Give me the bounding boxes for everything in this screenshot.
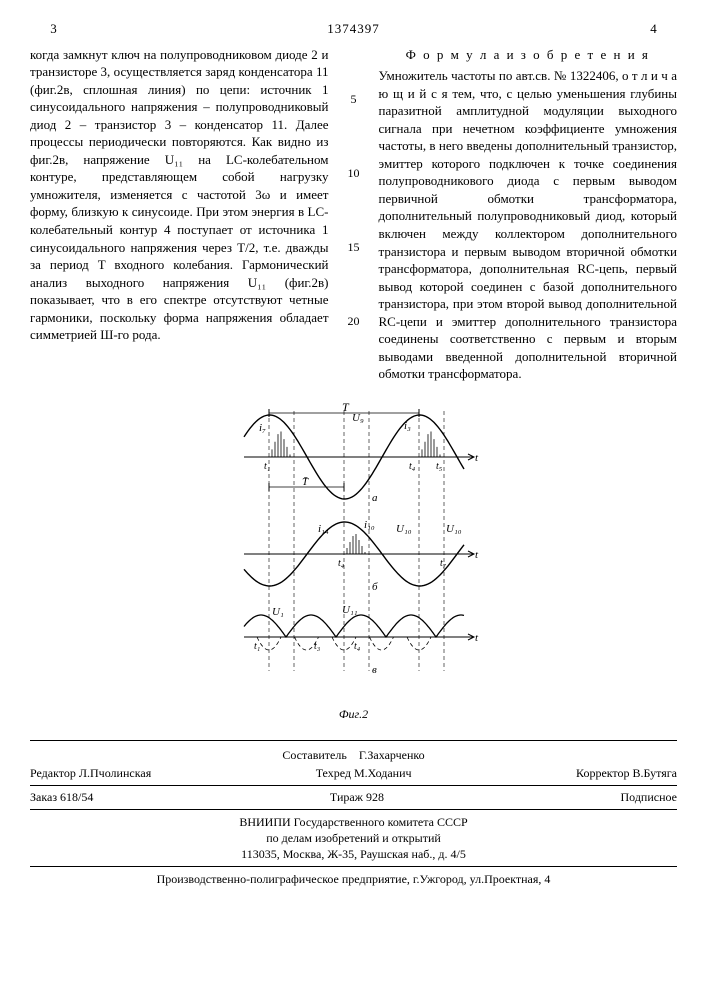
figure-caption: Фиг.2 <box>30 706 677 722</box>
svg-text:t₁: t₁ <box>264 461 270 472</box>
formula-title: Ф о р м у л а и з о б р е т е н и я <box>379 46 678 64</box>
svg-text:U₁₀: U₁₀ <box>446 523 462 535</box>
text-columns: когда замкнут ключ на полупроводниковом … <box>30 46 677 388</box>
svg-text:t₄: t₄ <box>338 558 345 569</box>
svg-text:U₉: U₉ <box>352 412 364 424</box>
svg-text:а: а <box>372 492 378 504</box>
order-number: Заказ 618/54 <box>30 789 93 805</box>
editor-name: Л.Пчолинская <box>79 766 151 780</box>
svg-text:t: t <box>475 632 479 644</box>
svg-text:i₇: i₇ <box>259 422 266 434</box>
org-line-1: ВНИИПИ Государственного комитета СССР <box>30 814 677 830</box>
svg-text:t₄: t₄ <box>409 461 416 472</box>
corrector-label: Корректор <box>576 766 630 780</box>
line-number: 20 <box>347 313 361 329</box>
svg-text:T̄: T̄ <box>302 476 309 488</box>
page-number-left: 3 <box>50 20 70 38</box>
figure-2: T T̄ i₇ U₉ i₃ t t₁ t₄ t₅ а i₁₄ i₁₀ U₁₀ U₁₀ t t₄ t₇ б U₁ U₁₁… <box>30 399 677 722</box>
line-number: 5 <box>347 91 361 107</box>
patent-number: 1374397 <box>74 20 634 38</box>
subscription: Подписное <box>621 789 678 805</box>
page-header: 3 1374397 4 <box>30 20 677 38</box>
svg-text:U₁₀: U₁₀ <box>396 523 412 535</box>
printer-line: Производственно-полиграфическое предприя… <box>30 871 677 887</box>
org-address: 113035, Москва, Ж-35, Раушская наб., д. … <box>30 846 677 862</box>
tirazh: Тираж 928 <box>330 789 384 805</box>
svg-text:t₅: t₅ <box>436 461 443 472</box>
svg-text:i₃: i₃ <box>404 420 411 432</box>
right-column-body: Умножитель частоты по авт.св. № 1322406,… <box>379 67 678 383</box>
svg-text:U₁₁: U₁₁ <box>342 604 358 616</box>
techred-label: Техред <box>316 766 351 780</box>
editor-label: Редактор <box>30 766 76 780</box>
compiler-label: Составитель <box>282 748 346 762</box>
svg-text:T: T <box>342 400 350 414</box>
line-number: 10 <box>347 165 361 181</box>
svg-text:i₁₀: i₁₀ <box>364 519 375 531</box>
svg-text:t₃: t₃ <box>314 641 321 652</box>
right-column: Ф о р м у л а и з о б р е т е н и я Умно… <box>379 46 678 388</box>
techred-name: М.Ходанич <box>354 766 412 780</box>
line-number: 15 <box>347 239 361 255</box>
svg-text:i₁₄: i₁₄ <box>318 523 329 535</box>
waveform-diagram: T T̄ i₇ U₉ i₃ t t₁ t₄ t₅ а i₁₄ i₁₀ U₁₀ U₁₀ t t₄ t₇ б U₁ U₁₁… <box>214 399 494 699</box>
credits-block: Составитель Г.Захарченко Редактор Л.Пчол… <box>30 740 677 887</box>
compiler-name: Г.Захарченко <box>359 748 425 762</box>
svg-text:t₄: t₄ <box>354 641 361 652</box>
svg-text:t: t <box>475 549 479 561</box>
svg-text:t₁: t₁ <box>254 641 260 652</box>
svg-text:t: t <box>475 452 479 464</box>
line-number-gutter: 5 10 15 20 <box>347 46 361 388</box>
left-column: когда замкнут ключ на полупроводниковом … <box>30 46 329 388</box>
svg-text:t₇: t₇ <box>440 558 447 569</box>
svg-text:U₁: U₁ <box>272 606 284 618</box>
svg-text:в: в <box>372 664 377 676</box>
svg-text:б: б <box>372 581 378 593</box>
corrector-name: В.Бутяга <box>633 766 677 780</box>
page-number-right: 4 <box>637 20 657 38</box>
org-line-2: по делам изобретений и открытий <box>30 830 677 846</box>
